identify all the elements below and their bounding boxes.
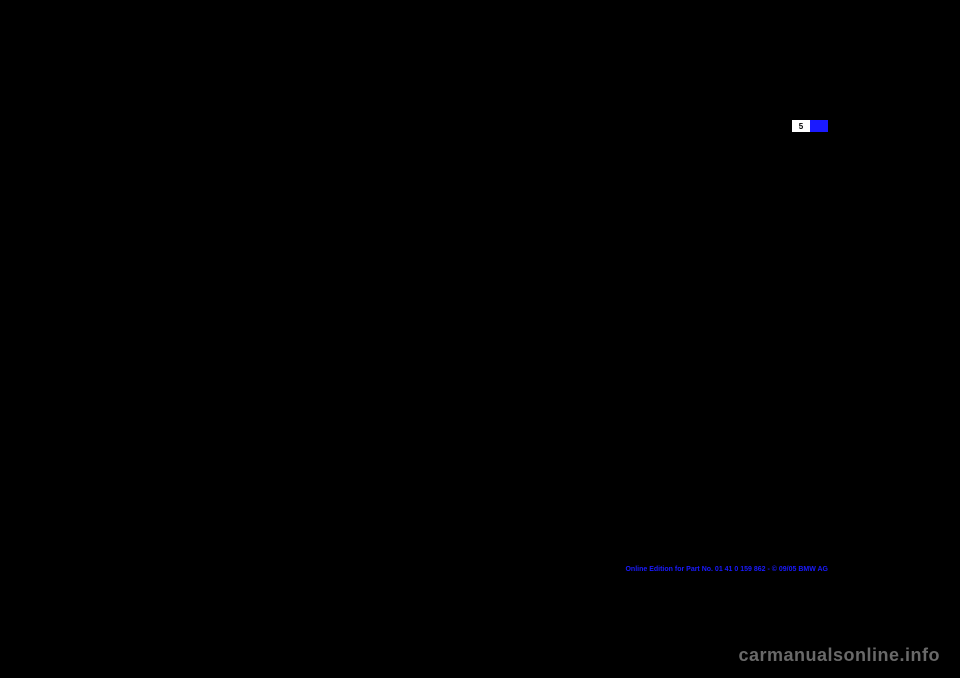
- page-tab-badge: 5: [792, 120, 828, 132]
- page-number: 5: [799, 122, 803, 131]
- page-tab-accent: [810, 120, 828, 132]
- watermark-text: carmanualsonline.info: [738, 645, 940, 666]
- footer-copyright: Online Edition for Part No. 01 41 0 159 …: [625, 566, 828, 573]
- page-number-box: 5: [792, 120, 810, 132]
